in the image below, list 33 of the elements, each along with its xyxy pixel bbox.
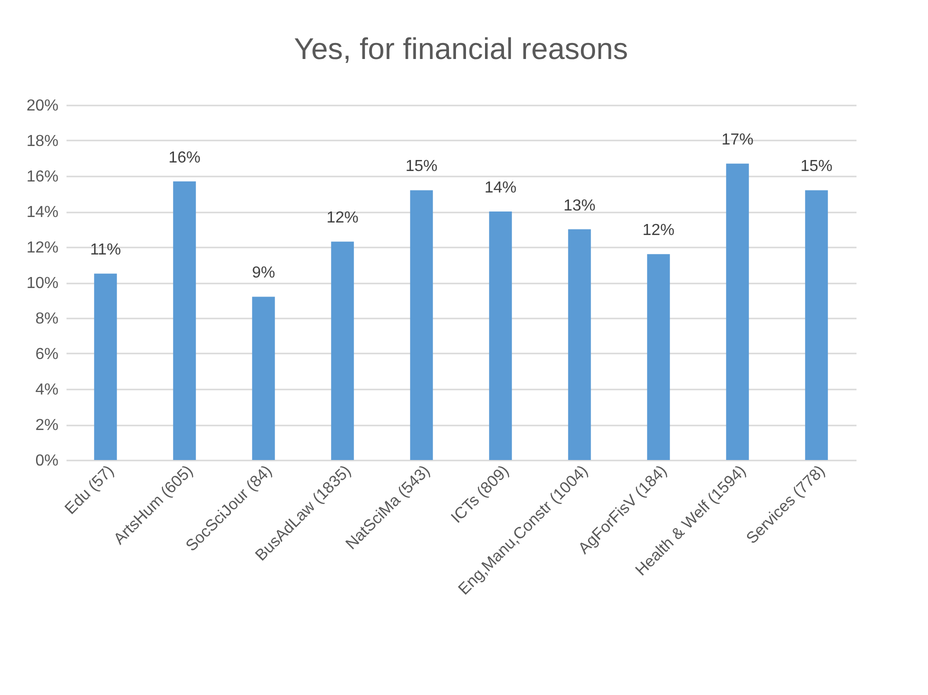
data-label: 11% [90, 242, 121, 259]
chart-title: Yes, for financial reasons [294, 33, 628, 66]
bar [252, 296, 275, 460]
y-tick-label: 10% [26, 275, 58, 292]
data-label: 16% [168, 149, 201, 166]
y-tick-label: 16% [26, 168, 58, 186]
data-label: 13% [563, 197, 596, 214]
y-tick-label: 4% [35, 382, 58, 398]
bar [805, 190, 828, 460]
data-label: 12% [326, 210, 359, 227]
data-label: 12% [642, 222, 675, 240]
y-tick-label: 18% [26, 133, 58, 150]
bar [489, 212, 512, 460]
data-label: 15% [405, 158, 438, 176]
data-label: 17% [721, 132, 754, 149]
x-tick-label: Edu (57) [62, 462, 118, 518]
bar [94, 274, 117, 460]
y-tick-label: 0% [35, 452, 58, 470]
y-tick-label: 8% [35, 310, 58, 328]
y-tick-label: 20% [26, 98, 58, 114]
y-tick-label: 14% [26, 204, 58, 221]
bar [410, 190, 433, 460]
bar [568, 229, 591, 460]
y-tick-label: 6% [35, 346, 58, 363]
bar [331, 242, 354, 460]
bar [647, 254, 670, 460]
data-label: 15% [800, 158, 833, 176]
data-label: 14% [484, 180, 517, 196]
y-tick-label: 2% [35, 417, 58, 434]
bar [726, 164, 749, 460]
bar [173, 181, 196, 460]
y-tick-label: 12% [26, 240, 58, 256]
data-label: 9% [252, 264, 276, 282]
